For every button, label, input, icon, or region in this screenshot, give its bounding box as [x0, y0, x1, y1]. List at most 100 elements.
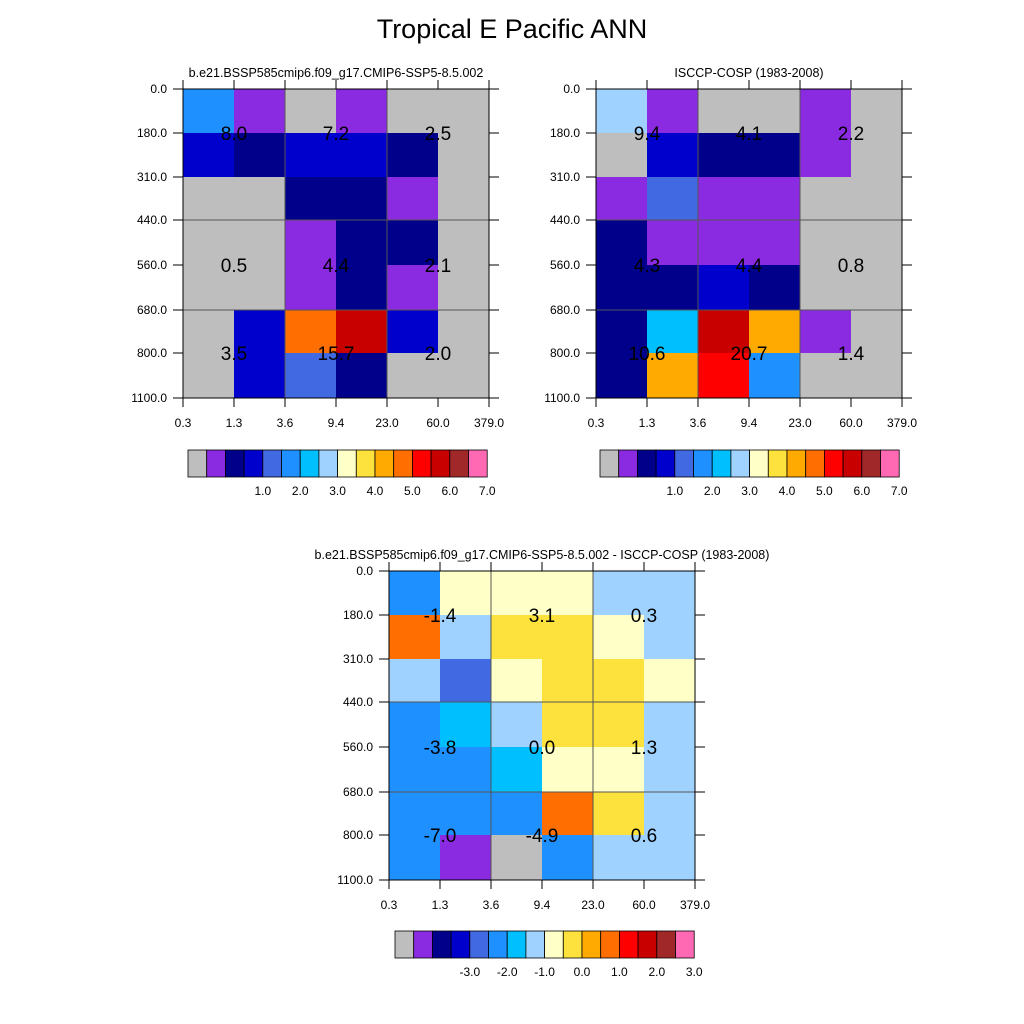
x-tick-label: 0.3	[381, 898, 398, 912]
y-tick-label: 680.0	[343, 785, 373, 799]
heatmap-cell	[542, 835, 594, 881]
y-tick-label: 560.0	[550, 258, 580, 272]
box-value-label: 4.4	[323, 256, 350, 277]
colorbar-swatch	[393, 449, 413, 478]
colorbar-swatch	[413, 930, 433, 959]
panel-title: b.e21.BSSP585cmip6.f09_g17.CMIP6-SSP5-8.…	[315, 548, 770, 562]
heatmap-cell	[800, 353, 852, 399]
heatmap-cell	[800, 265, 852, 311]
heatmap-cell	[234, 89, 286, 134]
box-value-label: 15.7	[318, 344, 355, 365]
box-value-label: 20.7	[731, 344, 768, 365]
heatmap-cell	[336, 133, 388, 178]
colorbar-swatch	[206, 449, 226, 478]
heatmap-cell	[647, 89, 699, 134]
heatmap-cell	[389, 571, 441, 616]
heatmap-cell	[491, 747, 543, 793]
colorbar-label: 4.0	[367, 484, 384, 498]
heatmap-cell	[336, 265, 388, 311]
colorbar-swatch	[749, 449, 769, 478]
colorbar-swatch	[355, 449, 376, 478]
colorbar-swatch	[581, 930, 602, 959]
heatmap-cell	[542, 702, 594, 748]
heatmap-cell	[183, 177, 235, 221]
colorbar-label: 6.0	[853, 484, 870, 498]
heatmap-cell	[183, 353, 235, 399]
heatmap-cell	[593, 702, 645, 748]
box-value-label: 4.3	[634, 256, 660, 277]
heatmap-cell	[336, 89, 388, 134]
heatmap-cell	[438, 177, 490, 221]
heatmap-cell	[644, 835, 696, 881]
colorbar-swatch	[618, 449, 638, 478]
box-value-label: 0.8	[838, 256, 864, 277]
panel-2: ISCCP-COSP (1983-2008) 0.0 180.0 310.0 440.0…	[544, 66, 917, 498]
heatmap-cell	[851, 133, 903, 178]
y-tick-label: 440.0	[343, 695, 373, 709]
x-tick-label: 3.6	[690, 416, 707, 430]
box-value-label: -1.4	[424, 606, 457, 627]
box-value-label: 7.2	[323, 124, 349, 145]
colorbar-swatch	[243, 449, 264, 478]
x-tick-label: 0.3	[588, 416, 605, 430]
colorbar-label: 6.0	[441, 484, 458, 498]
y-tick-label: 800.0	[550, 346, 580, 360]
panel-title: b.e21.BSSP585cmip6.f09_g17.CMIP6-SSP5-8.…	[189, 66, 484, 80]
heatmap-cell	[749, 220, 801, 266]
box-value-label: 1.3	[631, 738, 657, 759]
colorbar-swatch	[767, 449, 788, 478]
box-value-label: 2.0	[425, 344, 451, 365]
y-tick-label: 680.0	[550, 303, 580, 317]
box-value-label: -7.0	[424, 826, 457, 847]
x-tick-label: 379.0	[474, 416, 504, 430]
colorbar-swatch	[730, 449, 751, 478]
x-tick-label: 0.3	[175, 416, 192, 430]
heatmap-cell	[593, 571, 645, 616]
x-tick-label: 3.6	[277, 416, 294, 430]
box-value-label: 9.4	[634, 124, 661, 145]
heatmap-cell	[389, 835, 441, 881]
heatmap-cell	[644, 615, 696, 660]
colorbar-swatch	[786, 449, 807, 478]
heatmap-cell	[440, 702, 492, 748]
heatmap-cell	[234, 310, 286, 354]
heatmap-cell	[596, 265, 648, 311]
heatmap-cell	[851, 220, 903, 266]
colorbar-label: 1.0	[254, 484, 271, 498]
heatmap-cell	[542, 571, 594, 616]
box-value-label: 0.5	[221, 256, 247, 277]
colorbar-swatch	[506, 930, 527, 959]
y-tick-label: 560.0	[137, 258, 167, 272]
colorbar-swatch	[430, 449, 451, 478]
heatmap-cell	[698, 133, 750, 178]
colorbar-swatch	[374, 449, 395, 478]
heatmap-cell	[234, 133, 286, 178]
heatmap-cell	[644, 702, 696, 748]
heatmap-cell	[389, 659, 441, 703]
colorbar-swatch	[599, 449, 620, 478]
colorbar-swatch	[637, 930, 658, 959]
colorbar-label: 3.0	[329, 484, 346, 498]
heatmap-cell	[438, 133, 490, 178]
y-tick-label: 180.0	[550, 126, 580, 140]
colorbar-label: 3.0	[741, 484, 758, 498]
heatmap-cell	[644, 571, 696, 616]
y-tick-label: 680.0	[137, 303, 167, 317]
box-value-label: 2.5	[425, 124, 451, 145]
heatmap-cell	[698, 89, 750, 134]
box-value-label: 8.0	[221, 124, 247, 145]
heatmap-cell	[542, 792, 594, 836]
colorbar-swatch	[337, 449, 357, 478]
colorbar-swatch	[619, 930, 639, 959]
x-tick-label: 60.0	[632, 898, 656, 912]
heatmap-cell	[183, 310, 235, 354]
heatmap-cell	[285, 89, 337, 134]
y-tick-label: 310.0	[343, 652, 373, 666]
colorbar-label: -1.0	[534, 965, 555, 979]
y-tick-label: 0.0	[356, 564, 373, 578]
colorbar-swatch	[824, 449, 844, 478]
heatmap-cell	[440, 571, 492, 616]
heatmap-cell	[644, 659, 696, 703]
colorbar-swatch	[544, 930, 564, 959]
